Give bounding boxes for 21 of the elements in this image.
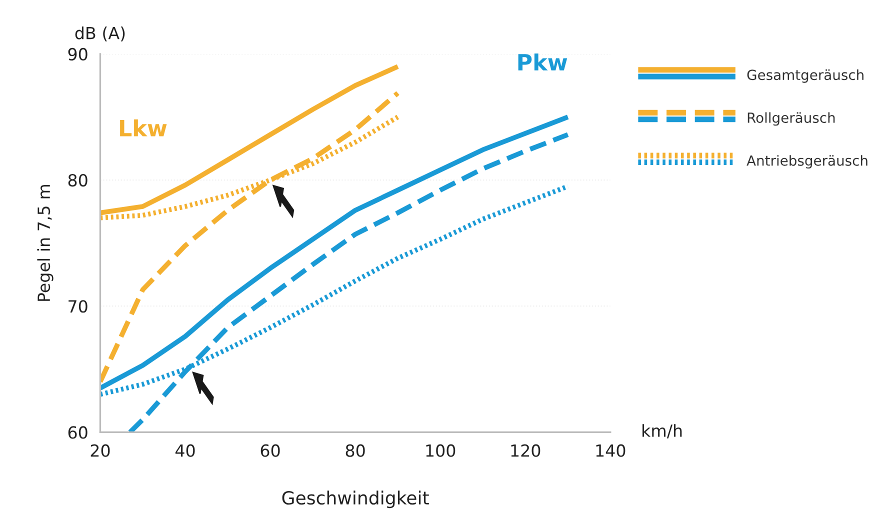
y-axis-title: Pegel in 7,5 m [37, 184, 54, 301]
annotation: Lkw [120, 119, 167, 136]
line-series [100, 90, 400, 384]
y-tick-label: 80 [68, 174, 88, 187]
x-tick-label: 20 [90, 444, 110, 457]
y-tick-label: 70 [68, 300, 88, 313]
text: km/h [642, 424, 682, 438]
text: Gesamtgeräusch [747, 69, 864, 83]
text: Rollgeräusch [748, 112, 835, 126]
x-axis-title: Geschwindigkeit [282, 490, 429, 508]
text: dB (A) [75, 26, 125, 42]
x-tick-label: 120 [511, 444, 540, 457]
annotation: Pkw [518, 53, 568, 70]
x-tick-label: 80 [346, 444, 365, 457]
x-tick-label: 100 [426, 444, 456, 457]
y-tick-label: 60 [68, 426, 88, 439]
x-tick-label: 140 [596, 444, 626, 457]
x-tick-label: 40 [175, 444, 195, 457]
x-tick-label: 60 [260, 444, 280, 457]
text: Antriebsgeräusch [746, 155, 868, 169]
y-tick-label: 90 [68, 48, 88, 61]
